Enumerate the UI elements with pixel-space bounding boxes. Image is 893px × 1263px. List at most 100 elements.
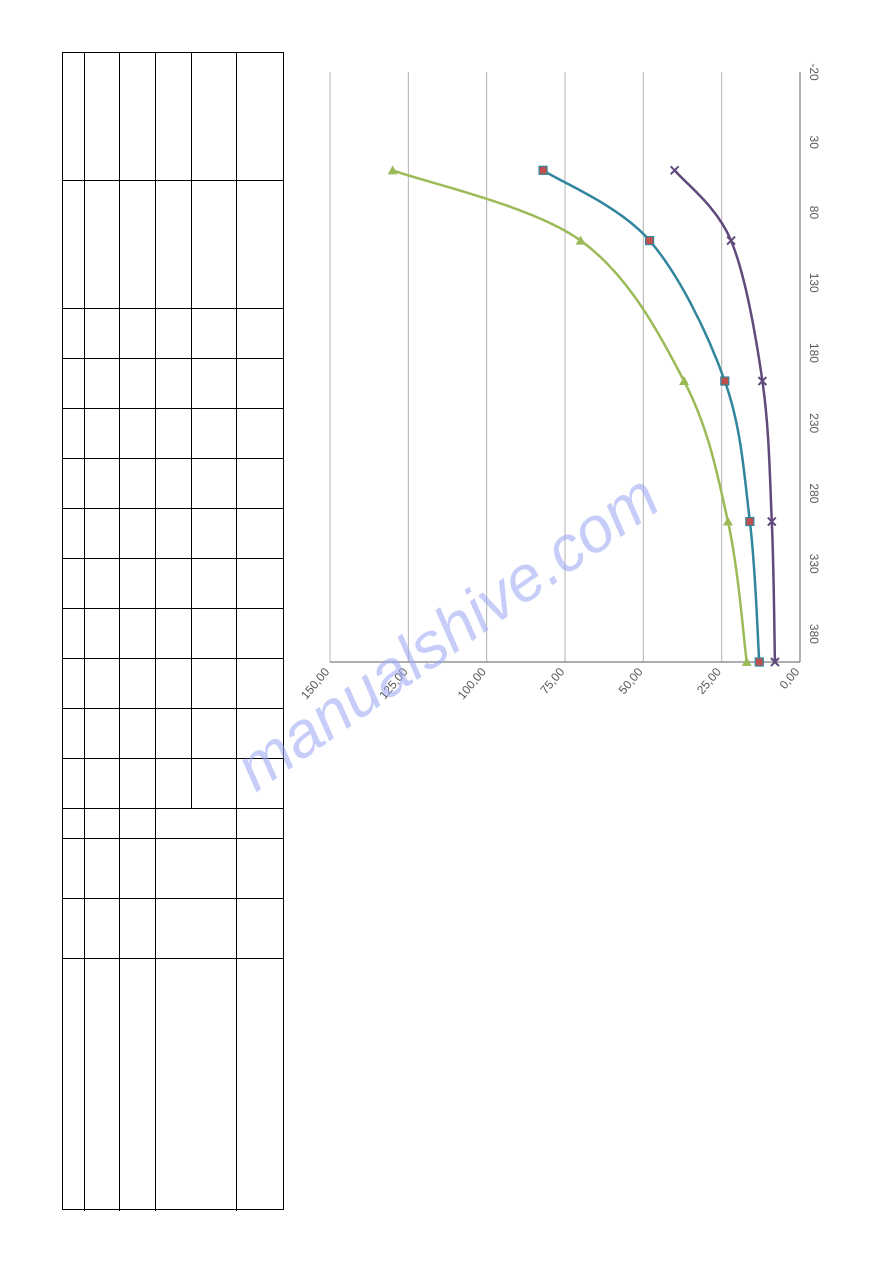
y-tick-label: 25,00 [694,665,724,697]
table-row-cols [63,609,283,658]
table-cell [192,509,238,558]
table-row-cols [63,839,283,898]
table-cell [237,839,283,898]
table-row [63,659,283,709]
table-cell [63,409,85,458]
table-cell [85,181,121,308]
table-cell [120,659,156,708]
table-cell [120,181,156,308]
table-row [63,459,283,509]
table-cell [85,409,121,458]
table-cell [120,53,156,180]
chart-svg: 0,0025,0050,0075,00100,00125,00150,00-20… [300,52,860,742]
x-tick-label: 180 [807,343,821,363]
table-cell [120,409,156,458]
table-row [63,559,283,609]
series-marker [721,377,729,385]
table-cell [192,659,238,708]
x-tick-label: 130 [807,273,821,293]
table-cell [237,359,283,408]
table-cell [85,759,121,808]
table-cell [237,809,283,838]
table-cell [120,809,156,838]
table-cell [63,509,85,558]
table-cell [120,899,156,958]
table-cell [63,609,85,658]
table-cell [237,959,283,1211]
table-cell [85,659,121,708]
table-cell [120,309,156,358]
table-row-cols [63,659,283,708]
x-tick-label: -20 [807,63,821,81]
table-cell [85,559,121,608]
line-chart: 0,0025,0050,0075,00100,00125,00150,00-20… [300,52,860,742]
y-tick-label: 50,00 [616,665,646,697]
table-cell [192,181,238,308]
table-cell [156,659,192,708]
table-cell [63,809,85,838]
table-row [63,809,283,839]
x-tick-label: 330 [807,554,821,574]
table-cell [156,759,192,808]
table-row [63,839,283,899]
table-cell [192,459,238,508]
series-line [675,170,775,662]
x-tick-label: 80 [807,206,821,220]
x-tick-label: 230 [807,413,821,433]
table-row-cols [63,899,283,958]
table-cell [156,509,192,558]
table-cell [63,959,85,1211]
table-cell [237,53,283,180]
table-cell [63,53,85,180]
table-row [63,53,283,181]
series-marker [746,518,754,526]
table-cell [85,609,121,658]
table-row [63,409,283,459]
y-tick-label: 0,00 [777,665,803,692]
table-row-cols [63,53,283,180]
table-cell [237,409,283,458]
series-marker [679,376,689,385]
table-row-cols [63,181,283,308]
y-tick-label: 150,00 [300,665,333,702]
table-cell [120,959,156,1211]
table-cell [192,409,238,458]
table-cell [85,509,121,558]
table-cell [120,759,156,808]
table-cell [63,309,85,358]
table-cell [120,609,156,658]
table-cell [85,459,121,508]
table-cell [85,709,121,758]
table-cell [237,181,283,308]
table-cell [156,359,192,408]
table-cell [237,899,283,958]
table-cell [192,609,238,658]
table-cell [85,359,121,408]
table-cell [156,459,192,508]
table-row [63,309,283,359]
series-marker [388,165,398,174]
data-table [62,52,284,1210]
table-cell [120,839,156,898]
table-cell [192,53,238,180]
table-row-cols [63,509,283,558]
table-cell [63,759,85,808]
table-cell [156,709,192,758]
table-cell [156,959,237,1211]
table-row-cols [63,709,283,758]
table-row-cols [63,809,283,838]
table-cell [63,709,85,758]
table-row [63,359,283,409]
table-cell [192,309,238,358]
table-cell [85,839,121,898]
table-cell [237,559,283,608]
table-cell [63,459,85,508]
table-cell [156,53,192,180]
series-marker [539,166,547,174]
table-row [63,959,283,1211]
series-marker [671,166,679,174]
table-row [63,509,283,559]
table-cell [85,53,121,180]
table-row [63,899,283,959]
table-cell [156,899,237,958]
